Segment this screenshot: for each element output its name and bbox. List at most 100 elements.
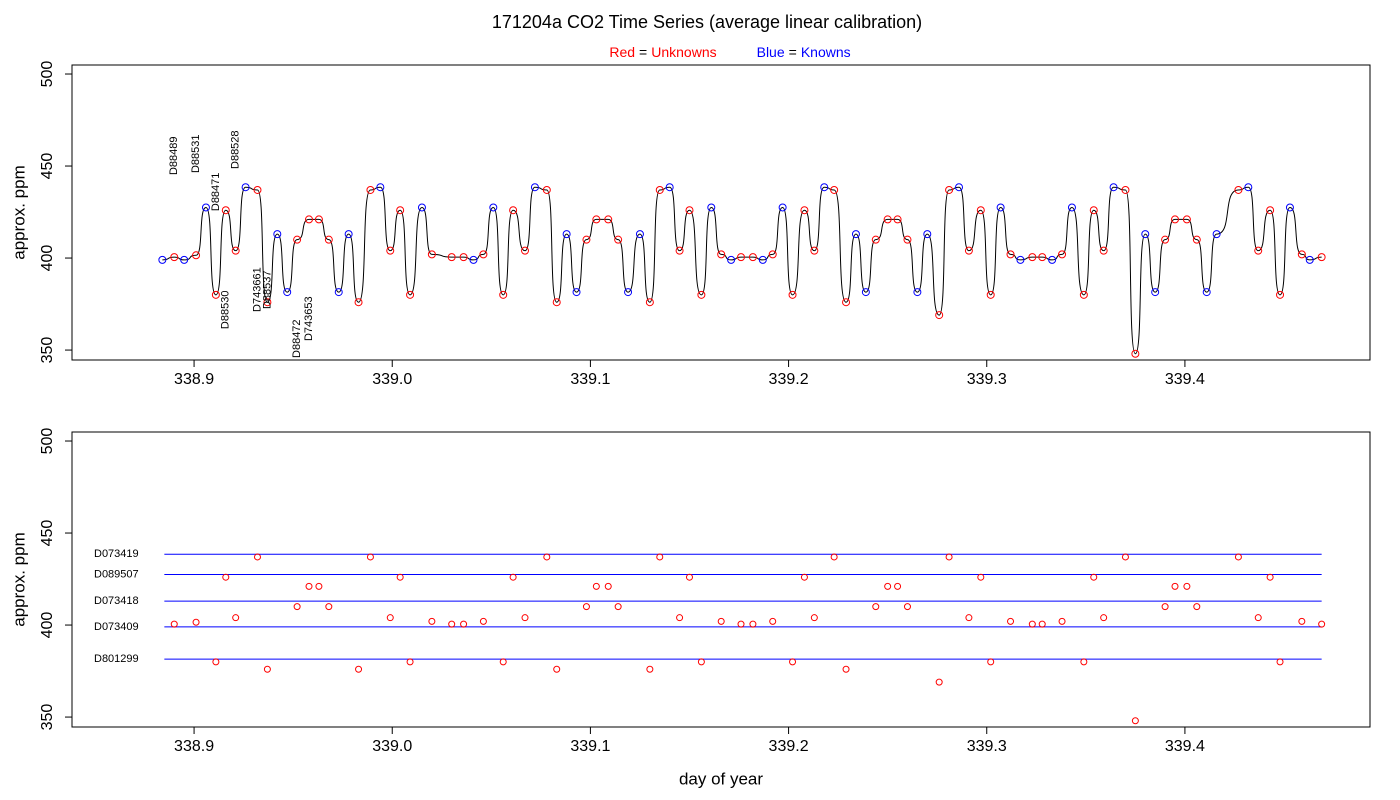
annotation: D88489 [168, 137, 180, 176]
y-tick-label: 500 [39, 428, 56, 455]
data-point [211, 290, 220, 299]
data-point [635, 230, 644, 239]
data-point [884, 582, 892, 590]
data-point [1192, 235, 1201, 244]
data-point [1048, 255, 1057, 264]
data-point [1266, 573, 1274, 581]
data-point [737, 253, 746, 262]
data-point [1089, 206, 1098, 215]
data-point [945, 185, 954, 194]
data-point [788, 290, 797, 299]
data-point [334, 288, 343, 297]
data-point [459, 253, 468, 262]
data-point [180, 255, 189, 264]
data-point [810, 614, 818, 622]
data-point [417, 203, 426, 212]
data-point [851, 230, 860, 239]
legend-word: Red [609, 44, 635, 60]
data-point [996, 203, 1005, 212]
chart-title: 171204a CO2 Time Series (average linear … [492, 12, 922, 32]
x-axis-label: day of year [679, 769, 763, 788]
data-point [717, 617, 725, 625]
data-point [1298, 617, 1306, 625]
y-tick-label: 500 [39, 61, 56, 88]
data-point [1131, 717, 1139, 725]
y-axis-label: approx. ppm [9, 532, 28, 627]
data-point [842, 298, 851, 307]
data-point [201, 203, 210, 212]
annotation: D743653 [303, 296, 315, 341]
data-point [355, 665, 363, 673]
data-point [552, 298, 561, 307]
y-tick-label: 400 [39, 245, 56, 272]
data-point [1266, 206, 1275, 215]
data-point [871, 235, 880, 244]
x-tick-label: 339.3 [967, 371, 1007, 388]
data-point [1171, 582, 1179, 590]
data-point [263, 298, 272, 307]
data-point [192, 618, 200, 626]
y-axis-label: approx. ppm [9, 165, 28, 260]
data-point [769, 617, 777, 625]
data-point [1234, 185, 1243, 194]
data-point [406, 658, 414, 666]
data-point [1317, 253, 1326, 262]
data-point [1202, 288, 1211, 297]
data-point [366, 553, 374, 561]
x-tick-label: 339.1 [570, 371, 610, 388]
data-point [530, 183, 539, 192]
data-point [748, 253, 757, 262]
data-point [1099, 246, 1108, 255]
data-point [964, 246, 973, 255]
data-point [624, 288, 633, 297]
data-point [965, 614, 973, 622]
legend-sep: = [639, 44, 647, 60]
data-point [253, 553, 261, 561]
x-tick-label: 339.1 [570, 738, 610, 755]
data-point [231, 246, 240, 255]
data-point [562, 230, 571, 239]
data-point [170, 253, 179, 262]
data-point [1100, 614, 1108, 622]
plot-area [164, 553, 1326, 725]
data-point [521, 614, 529, 622]
data-point [428, 617, 436, 625]
data-point [717, 250, 726, 259]
data-point [324, 235, 333, 244]
data-point [1121, 185, 1130, 194]
legend-word: Blue [757, 44, 785, 60]
data-point [1193, 603, 1201, 611]
data-point [1161, 235, 1170, 244]
data-point [894, 582, 902, 590]
data-point [448, 620, 456, 628]
data-point [872, 603, 880, 611]
data-point [1090, 573, 1098, 581]
data-point [354, 298, 363, 307]
data-point [521, 246, 530, 255]
data-point [1276, 658, 1284, 666]
x-tick-label: 339.4 [1165, 738, 1205, 755]
annotation: D88537 [261, 270, 273, 309]
data-point [553, 665, 561, 673]
data-point [572, 288, 581, 297]
data-point [1141, 230, 1150, 239]
data-point [697, 658, 705, 666]
data-point [315, 582, 323, 590]
data-point [737, 620, 745, 628]
data-point [614, 235, 623, 244]
x-tick-label: 339.2 [769, 371, 809, 388]
data-point [987, 658, 995, 666]
data-point [935, 678, 943, 686]
reference-label: D089507 [94, 568, 139, 580]
data-point [1079, 290, 1088, 299]
data-point [685, 573, 693, 581]
data-point [842, 665, 850, 673]
data-point [1254, 614, 1262, 622]
data-point [396, 573, 404, 581]
data-point [883, 215, 892, 224]
data-point [1276, 290, 1285, 299]
data-point [469, 255, 478, 264]
data-point [800, 573, 808, 581]
x-tick-label: 339.4 [1165, 371, 1205, 388]
